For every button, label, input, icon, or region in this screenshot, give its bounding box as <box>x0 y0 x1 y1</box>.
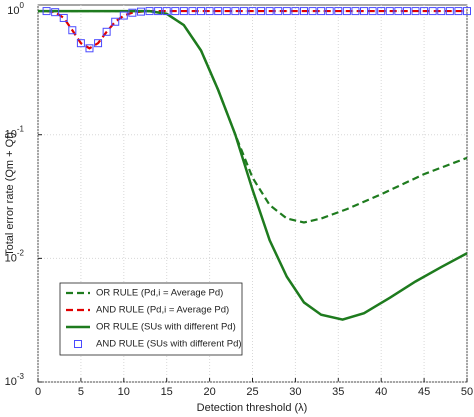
marker <box>265 7 274 16</box>
marker <box>394 7 403 16</box>
legend-label: OR RULE (SUs with different Pd) <box>96 322 236 333</box>
legend-label: AND RULE (SUs with different Pd) <box>96 339 242 350</box>
marker <box>222 7 231 16</box>
y-tick-exponent: -1 <box>17 125 25 134</box>
series-line <box>38 9 468 321</box>
marker <box>377 7 386 16</box>
marker <box>291 7 300 16</box>
y-tick-label: 10-1 <box>5 125 25 141</box>
legend-box <box>59 282 243 356</box>
marker <box>402 7 411 16</box>
x-tick-label: 50 <box>461 386 473 398</box>
plot-area <box>37 5 471 383</box>
series-line <box>38 9 468 224</box>
marker <box>51 8 60 17</box>
marker <box>102 27 111 36</box>
y-tick-exponent: 0 <box>20 1 25 10</box>
marker <box>154 7 163 16</box>
marker <box>454 7 463 16</box>
y-tick-base: 10 <box>5 252 17 264</box>
x-tick-label: 35 <box>332 386 344 398</box>
marker <box>325 7 334 16</box>
marker <box>420 7 429 16</box>
series-line <box>46 9 467 50</box>
marker <box>308 7 317 16</box>
marker <box>428 7 437 16</box>
y-tick-label: 100 <box>7 1 24 17</box>
marker <box>351 7 360 16</box>
x-tick-label: 0 <box>35 386 41 398</box>
marker <box>119 11 128 20</box>
marker <box>411 7 420 16</box>
x-tick-label: 5 <box>78 386 84 398</box>
marker <box>162 7 171 16</box>
marker <box>385 7 394 16</box>
marker <box>274 7 283 16</box>
marker <box>85 44 94 53</box>
legend-label: AND RULE (Pd,i = Average Pd) <box>96 305 229 316</box>
marker <box>239 7 248 16</box>
marker <box>360 7 369 16</box>
marker <box>128 8 137 17</box>
marker <box>76 39 85 48</box>
x-tick-label: 40 <box>375 386 387 398</box>
marker <box>188 7 197 16</box>
y-tick-exponent: -2 <box>17 248 25 257</box>
marker <box>368 7 377 16</box>
marker <box>463 7 471 16</box>
marker <box>334 7 343 16</box>
marker <box>68 26 77 35</box>
y-tick-base: 10 <box>5 376 17 388</box>
marker <box>136 7 145 16</box>
marker <box>299 7 308 16</box>
marker <box>205 7 214 16</box>
x-tick-label: 10 <box>118 386 130 398</box>
x-axis-label: Detection threshold (λ) <box>197 402 308 414</box>
marker <box>59 13 68 22</box>
x-tick-label: 15 <box>161 386 173 398</box>
marker <box>171 7 180 16</box>
marker <box>317 7 326 16</box>
x-tick-label: 45 <box>418 386 430 398</box>
marker <box>248 7 257 16</box>
y-tick-base: 10 <box>7 5 19 17</box>
marker <box>197 7 206 16</box>
y-tick-label: 10-3 <box>5 372 25 388</box>
y-tick-label: 10-2 <box>5 248 25 264</box>
x-tick-label: 20 <box>203 386 215 398</box>
y-tick-base: 10 <box>5 129 17 141</box>
marker <box>445 7 454 16</box>
marker <box>437 7 446 16</box>
x-tick-label: 30 <box>289 386 301 398</box>
y-axis-label: Total error rate (Qm + Qf) <box>4 132 16 256</box>
marker <box>231 7 240 16</box>
marker <box>145 7 154 16</box>
legend: OR RULE (Pd,i = Average Pd) AND RULE (Pd,… <box>59 282 243 356</box>
marker <box>282 7 291 16</box>
marker <box>214 7 223 16</box>
marker <box>111 17 120 26</box>
x-tick-label: 25 <box>246 386 258 398</box>
marker <box>42 7 51 16</box>
marker <box>179 7 188 16</box>
legend-label: OR RULE (Pd,i = Average Pd) <box>96 288 223 299</box>
marker <box>257 7 266 16</box>
legend-swatch <box>74 340 82 348</box>
y-tick-exponent: -3 <box>17 372 25 381</box>
marker <box>94 39 103 48</box>
marker <box>342 7 351 16</box>
